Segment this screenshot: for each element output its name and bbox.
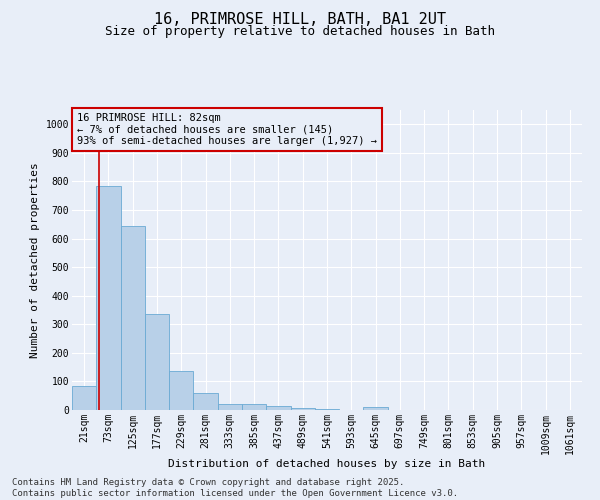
Text: 16 PRIMROSE HILL: 82sqm
← 7% of detached houses are smaller (145)
93% of semi-de: 16 PRIMROSE HILL: 82sqm ← 7% of detached… bbox=[77, 113, 377, 146]
Bar bbox=[315, 408, 339, 410]
Text: 16, PRIMROSE HILL, BATH, BA1 2UT: 16, PRIMROSE HILL, BATH, BA1 2UT bbox=[154, 12, 446, 28]
Text: Contains HM Land Registry data © Crown copyright and database right 2025.
Contai: Contains HM Land Registry data © Crown c… bbox=[12, 478, 458, 498]
Bar bbox=[266, 406, 290, 410]
X-axis label: Distribution of detached houses by size in Bath: Distribution of detached houses by size … bbox=[169, 460, 485, 469]
Bar bbox=[121, 226, 145, 410]
Text: Size of property relative to detached houses in Bath: Size of property relative to detached ho… bbox=[105, 25, 495, 38]
Bar bbox=[364, 406, 388, 410]
Bar bbox=[290, 408, 315, 410]
Bar bbox=[193, 393, 218, 410]
Bar bbox=[145, 314, 169, 410]
Bar bbox=[72, 386, 96, 410]
Bar bbox=[96, 186, 121, 410]
Bar bbox=[169, 372, 193, 410]
Bar bbox=[242, 404, 266, 410]
Bar bbox=[218, 404, 242, 410]
Y-axis label: Number of detached properties: Number of detached properties bbox=[30, 162, 40, 358]
